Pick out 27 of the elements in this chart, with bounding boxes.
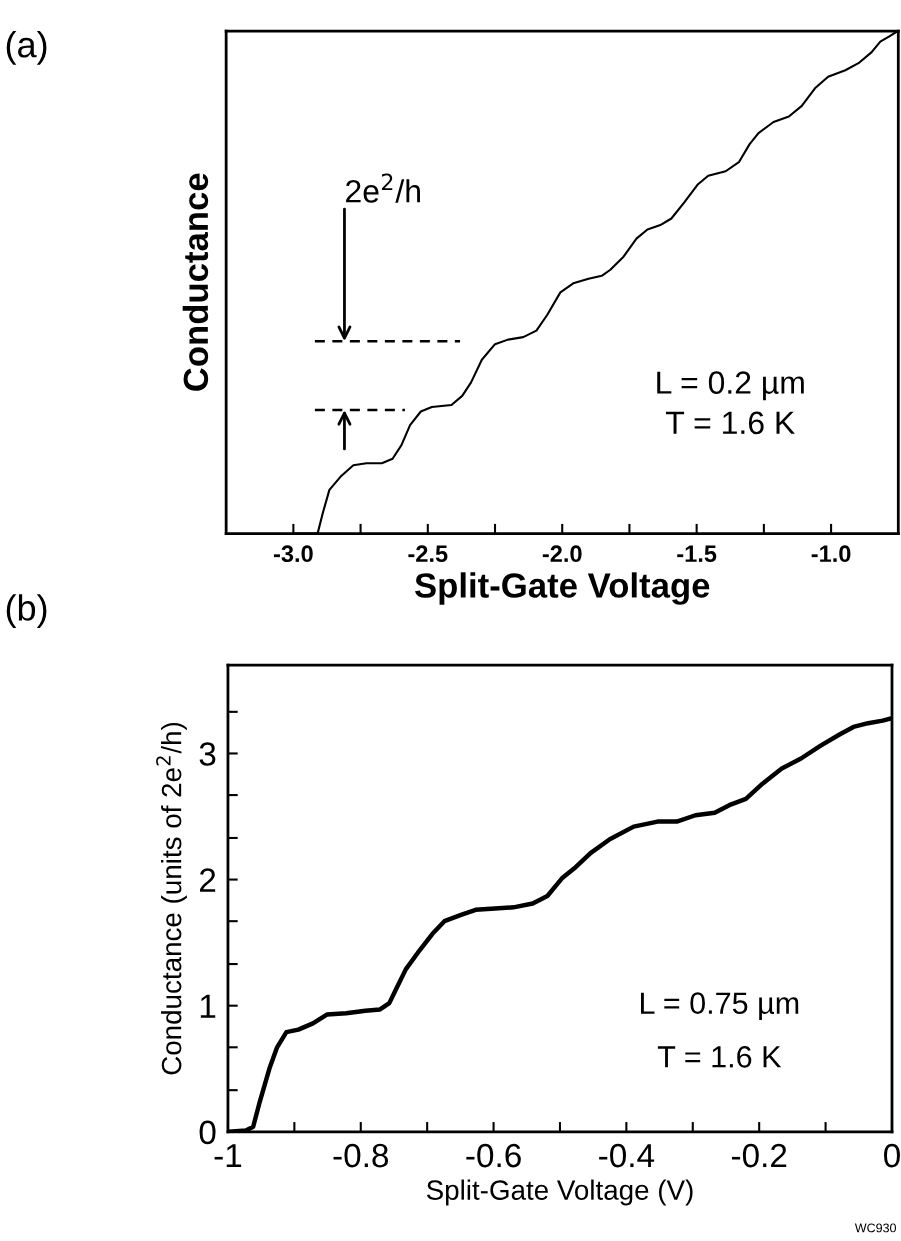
x-tick-label: -0.8 — [333, 1143, 389, 1168]
y-tick-label: 1 — [200, 994, 216, 1018]
annotation: T = 1.6 K — [657, 1046, 782, 1068]
chart-title: (b) — [6, 594, 47, 628]
chart-title: (a) — [6, 31, 47, 65]
x-tick-label: -2.5 — [408, 545, 448, 563]
x-tick-label: -1.0 — [811, 545, 851, 563]
x-axis-title: Split-Gate Voltage — [414, 572, 710, 605]
annotation: L = 0.2 µm — [657, 371, 804, 401]
y-axis-title: Conductance — [182, 173, 209, 391]
x-tick-label: -0.2 — [731, 1143, 787, 1168]
x-tick-label: -0.6 — [466, 1143, 521, 1168]
annotation: T = 1.6 K — [666, 411, 795, 435]
annotation: L = 0.75 µm — [641, 992, 799, 1021]
y-tick-label: 3 — [199, 742, 216, 766]
y-tick-label: 0 — [199, 1120, 216, 1145]
x-tick-label: -1.5 — [677, 545, 717, 563]
text: WC930 — [854, 1223, 897, 1233]
x-tick-label: 0 — [884, 1143, 900, 1168]
x-tick-label: -2.0 — [542, 545, 582, 563]
x-axis-title: Split-Gate Voltage (V) — [426, 1179, 693, 1206]
x-tick-label: -3.0 — [273, 545, 313, 563]
y-axis-title: Conductance (units of 2e$^{2}$/h) — [156, 722, 187, 1075]
x-tick-label: -0.4 — [599, 1143, 655, 1168]
x-tick-label: -1 — [214, 1144, 242, 1168]
y-tick-label: 2 — [199, 868, 216, 892]
annotation: 2e$^{2}$/h — [346, 173, 420, 203]
